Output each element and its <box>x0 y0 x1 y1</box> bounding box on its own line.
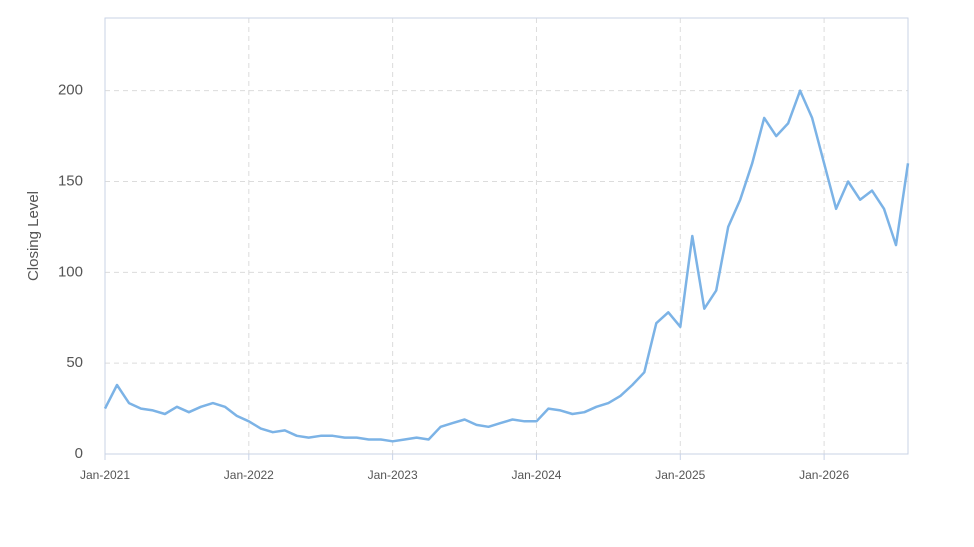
y-tick-label: 100 <box>58 263 83 280</box>
line <box>103 89 910 443</box>
x-tick-label: Jan-2021 <box>80 468 130 482</box>
y-tick-label: 0 <box>75 445 83 462</box>
x-tick-label: Jan-2026 <box>799 468 849 482</box>
x-tick-label: Jan-2023 <box>368 468 418 482</box>
x-tick-label: Jan-2025 <box>655 468 705 482</box>
y-tick-label: 200 <box>58 82 83 99</box>
y-tick-label: 50 <box>66 354 83 371</box>
plot-frame <box>104 17 909 455</box>
y-tick-label: 150 <box>58 172 83 189</box>
x-tick-label: Jan-2024 <box>511 468 561 482</box>
y-axis-label: Closing Level <box>25 191 42 281</box>
x-tick-label: Jan-2022 <box>224 468 274 482</box>
